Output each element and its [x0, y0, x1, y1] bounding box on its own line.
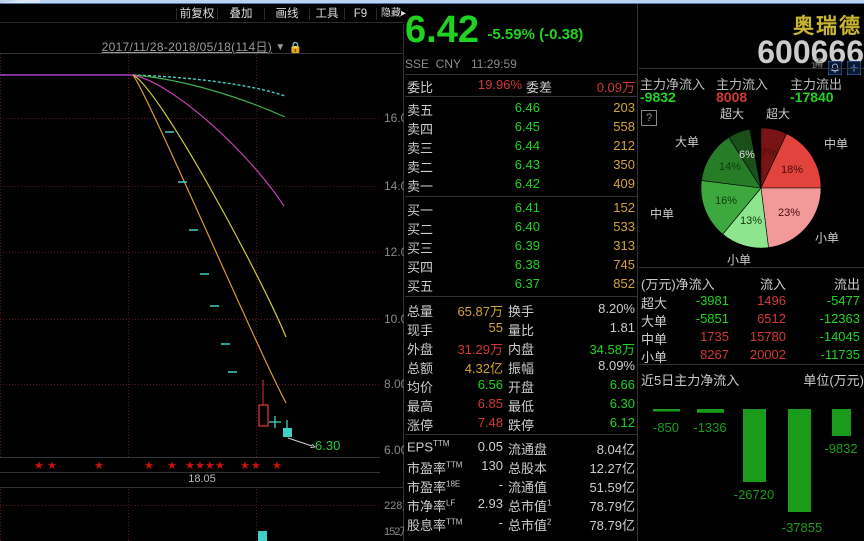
svg-text:13%: 13%	[740, 215, 762, 227]
svg-text:中单: 中单	[824, 136, 848, 151]
svg-text:-9832: -9832	[824, 441, 857, 456]
svg-text:8.00: 8.00	[384, 377, 404, 391]
svg-text:23%: 23%	[778, 207, 800, 219]
svg-text:228万: 228万	[384, 500, 404, 512]
svg-text:小单: 小单	[727, 253, 751, 267]
svg-text:7%: 7%	[761, 147, 777, 159]
svg-text:小单: 小单	[815, 231, 839, 245]
svg-text:152万: 152万	[384, 526, 404, 538]
svg-text:大单: 大单	[675, 135, 699, 149]
svg-text:6.00: 6.00	[384, 443, 404, 457]
svg-text:超大: 超大	[766, 106, 790, 121]
svg-text:18%: 18%	[781, 164, 803, 176]
svg-text:12.00: 12.00	[384, 245, 404, 259]
svg-text:6%: 6%	[739, 149, 755, 161]
svg-text:-1336: -1336	[693, 420, 726, 435]
svg-text:中单: 中单	[650, 206, 674, 221]
svg-text:-26720: -26720	[734, 487, 774, 502]
svg-text:6.30: 6.30	[315, 438, 340, 453]
svg-text:14.00: 14.00	[384, 179, 404, 193]
svg-text:14%: 14%	[719, 161, 741, 173]
svg-text:-850: -850	[653, 420, 679, 435]
svg-text:10.00: 10.00	[384, 312, 404, 326]
svg-text:16.00: 16.00	[384, 111, 404, 125]
svg-text:16%: 16%	[715, 195, 737, 207]
svg-text:超大: 超大	[720, 106, 744, 121]
